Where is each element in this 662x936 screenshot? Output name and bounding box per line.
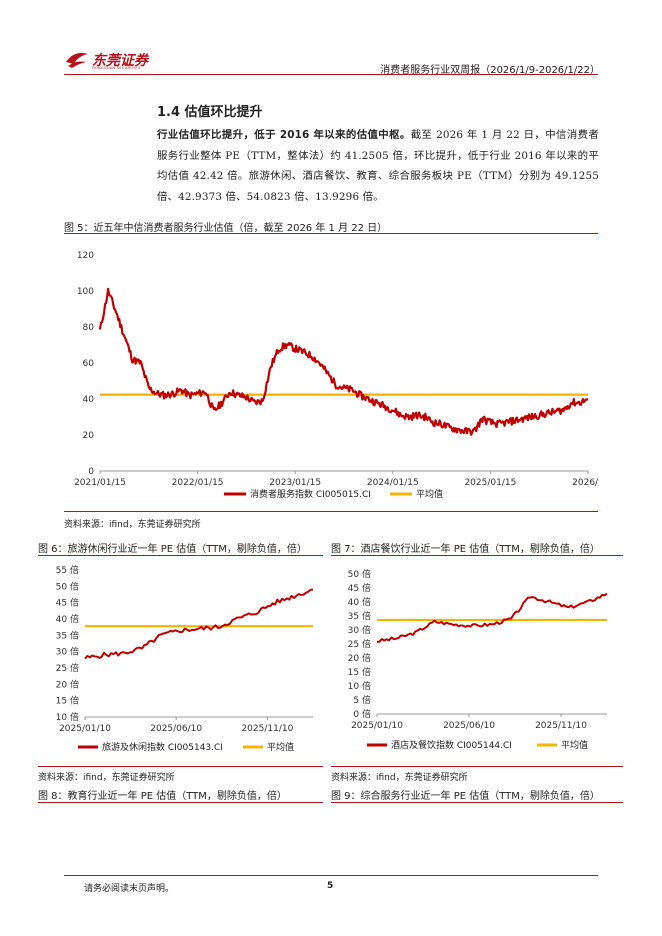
legend-label-average: 平均值	[267, 741, 294, 753]
y-tick-label: 100	[77, 287, 94, 297]
y-tick-label: 20 倍	[348, 652, 371, 664]
figure5-source: 资料来源：ifind，东莞证券研究所	[64, 520, 201, 530]
figure6-chart: 10 倍 15 倍 20 倍 25 倍 30 倍 35 倍 40 倍 45 倍 50 倍 55 倍…	[56, 564, 314, 753]
y-tick-label: 50 倍	[56, 580, 79, 592]
series-line-tourism-leisure	[84, 588, 314, 660]
figure7-top-rule	[331, 555, 623, 557]
figure5-caption: 图 5：近五年中信消费者服务行业估值（倍，截至 2026 年 1 月 22 日）	[64, 223, 388, 234]
paragraph-lead: 行业估值环比提升，低于 2016 年以来的估值中枢。	[157, 129, 411, 141]
logo-text: 东莞证券	[92, 53, 148, 69]
y-tick-label: 45 倍	[348, 582, 371, 594]
logo-emblem-icon	[66, 53, 88, 68]
page-number: 5	[327, 881, 334, 891]
x-tick-label: 2025/01/10	[351, 721, 403, 731]
figure6-bottom-rule	[38, 766, 323, 768]
footer-divider	[64, 875, 598, 876]
figure7-source: 资料来源：ifind，东莞证券研究所	[331, 773, 468, 783]
y-tick-label: 30 倍	[56, 646, 79, 658]
y-tick-label: 40	[83, 395, 95, 405]
section-title: 1.4 估值环比提升	[157, 105, 263, 120]
y-tick-label: 5 倍	[353, 694, 371, 706]
y-tick-label: 15 倍	[348, 666, 371, 678]
y-tick-label: 35 倍	[56, 629, 79, 641]
figure5-top-rule	[64, 233, 598, 235]
y-tick-label: 120	[77, 251, 94, 261]
figure8-caption: 图 8：教育行业近一年 PE 估值（TTM，剔除负值，倍）	[38, 791, 287, 802]
series-line-consumer-services	[98, 287, 589, 436]
y-tick-label: 20	[83, 431, 95, 441]
x-tick-label: 2025/11/10	[241, 724, 293, 734]
y-tick-label: 30 倍	[348, 624, 371, 636]
y-tick-label: 0 倍	[353, 708, 371, 720]
y-tick-label: 40 倍	[348, 596, 371, 608]
legend-label-series: 旅游及休闲指数 CI005143.CI	[102, 741, 223, 753]
x-tick-label: 2022/01/15	[172, 478, 224, 488]
x-tick-label: 2024/01/15	[367, 478, 419, 488]
y-tick-label: 40 倍	[56, 613, 79, 625]
y-tick-label: 10 倍	[56, 711, 79, 723]
header-divider	[64, 74, 598, 76]
y-tick-label: 20 倍	[56, 678, 79, 690]
y-tick-label: 45 倍	[56, 597, 79, 609]
x-tick-label: 2021/01/15	[74, 478, 126, 488]
y-tick-label: 15 倍	[56, 695, 79, 707]
x-tick-label: 2025/06/10	[443, 721, 495, 731]
figure7-caption: 图 7：酒店餐饮行业近一年 PE 估值（TTM，剔除负值，倍）	[331, 544, 600, 555]
figure6-source: 资料来源：ifind，东莞证券研究所	[38, 773, 175, 783]
y-tick-label: 25 倍	[348, 638, 371, 650]
y-tick-label: 25 倍	[56, 662, 79, 674]
x-tick-label: 2025/11/10	[535, 721, 587, 731]
x-tick-label: 2025/01/10	[59, 724, 111, 734]
report-title: 消费者服务行业双周报（2026/1/9-2026/1/22）	[380, 65, 600, 76]
y-tick-label: 80	[83, 323, 95, 333]
section-paragraph: 行业估值环比提升，低于 2016 年以来的估值中枢。截至 2026 年 1 月 …	[157, 125, 599, 207]
legend-label-average: 平均值	[416, 488, 443, 500]
figure5-chart: 0 20 40 60 80 100 120 2021/01/15 2022/01/15 2023…	[74, 251, 598, 500]
x-tick-label: 2025/06/10	[150, 724, 202, 734]
y-tick-label: 10 倍	[348, 680, 371, 692]
legend-label-series: 消费者服务指数 CI005015.CI	[250, 488, 371, 500]
x-tick-label: 2025/01/15	[464, 478, 516, 488]
y-tick-label: 35 倍	[348, 610, 371, 622]
y-tick-label: 55 倍	[56, 564, 79, 576]
figure8-top-rule	[38, 802, 323, 804]
series-line-hotel-catering	[377, 592, 608, 643]
footer-notice: 请务必阅读末页声明。	[84, 884, 175, 894]
legend-label-series: 酒店及餐饮指数 CI005144.CI	[391, 739, 512, 751]
figure7-chart: 0 倍 5 倍 10 倍 15 倍 20 倍 25 倍 30 倍 35 倍 40 倍 45 倍 50…	[348, 568, 608, 751]
y-tick-label: 0	[88, 467, 94, 477]
figure5-bottom-rule	[64, 511, 598, 513]
figure7-bottom-rule	[331, 766, 623, 768]
x-tick-label: 2026/0	[572, 478, 598, 488]
figure6-top-rule	[38, 555, 323, 557]
company-logo	[64, 48, 176, 70]
y-tick-label: 60	[83, 359, 95, 369]
figure9-top-rule	[331, 802, 623, 804]
x-tick-label: 2023/01/15	[269, 478, 321, 488]
y-tick-label: 50 倍	[348, 568, 371, 580]
paragraph-body: 截至 2026 年 1 月 22 日，中信消费者服务行业整体 PE（TTM，整体…	[157, 129, 599, 203]
logo-subtext: DONGGUAN SECURITIES	[92, 66, 141, 70]
figure9-caption: 图 9：综合服务行业近一年 PE 估值（TTM，剔除负值，倍）	[331, 791, 600, 802]
figure6-caption: 图 6：旅游休闲行业近一年 PE 估值（TTM，剔除负值，倍）	[38, 544, 307, 555]
legend-label-average: 平均值	[561, 739, 588, 751]
